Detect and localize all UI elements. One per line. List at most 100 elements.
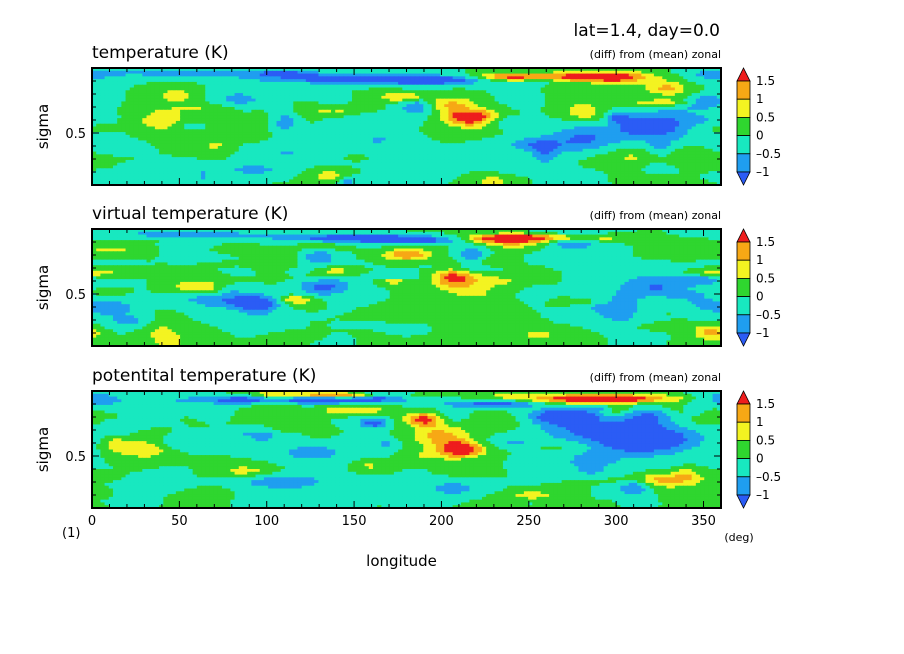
heatmap-cell — [431, 84, 437, 89]
heatmap-cell — [624, 126, 630, 130]
heatmap-cell — [175, 118, 181, 122]
heatmap-cell — [221, 118, 227, 122]
heatmap-cell — [385, 140, 391, 144]
heatmap-cell — [435, 98, 441, 103]
heatmap-cell — [435, 157, 441, 161]
heatmap-cell — [465, 104, 470, 108]
heatmap-cell — [205, 134, 211, 139]
heatmap-cell — [154, 87, 160, 91]
heatmap-cell — [502, 140, 508, 144]
heatmap-cell — [565, 87, 571, 91]
heatmap-cell — [586, 140, 592, 144]
heatmap-cell — [582, 101, 588, 105]
heatmap-cell — [578, 84, 584, 89]
heatmap-cell — [440, 84, 445, 89]
heatmap-cell — [540, 68, 546, 72]
heatmap-cell — [444, 98, 450, 103]
heatmap-cell — [238, 151, 244, 155]
heatmap-cell — [704, 118, 710, 122]
heatmap-cell — [624, 70, 630, 75]
heatmap-cell — [318, 101, 324, 105]
heatmap-cell — [658, 140, 663, 144]
heatmap-cell — [708, 157, 714, 161]
heatmap-cell — [184, 90, 190, 94]
heatmap-cell — [712, 146, 718, 150]
heatmap-cell — [599, 143, 605, 147]
heatmap-cell — [674, 151, 680, 155]
heatmap-cell — [553, 123, 559, 128]
heatmap-cell — [406, 98, 412, 103]
heatmap-cell — [444, 157, 450, 161]
heatmap-cell — [561, 140, 567, 144]
heatmap-cell — [595, 104, 600, 108]
heatmap-cell — [263, 154, 269, 158]
heatmap-cell — [674, 137, 680, 142]
heatmap-cell — [565, 137, 571, 142]
heatmap-cell — [498, 68, 504, 72]
heatmap-cell — [465, 79, 470, 83]
heatmap-cell — [356, 143, 361, 147]
heatmap-cell — [691, 148, 697, 153]
heatmap-cell — [570, 81, 575, 86]
heatmap-cell — [507, 115, 512, 119]
heatmap-cell — [356, 126, 361, 130]
heatmap-cell — [251, 123, 257, 128]
heatmap-cell — [691, 132, 697, 136]
heatmap-cell — [129, 151, 135, 155]
heatmap-cell — [163, 123, 169, 128]
heatmap-cell — [679, 129, 684, 133]
heatmap-cell — [154, 107, 160, 111]
heatmap-cell — [272, 115, 278, 119]
heatmap-cell — [662, 148, 668, 153]
heatmap-cell — [331, 123, 336, 128]
heatmap-cell — [565, 151, 571, 155]
heatmap-cell — [528, 95, 533, 100]
heatmap-cell — [255, 104, 261, 108]
heatmap-cell — [716, 146, 722, 150]
heatmap-cell — [591, 154, 596, 158]
heatmap-cell — [188, 109, 194, 114]
heatmap-cell — [498, 93, 504, 97]
heatmap-cell — [700, 115, 705, 119]
heatmap-cell — [683, 76, 689, 80]
heatmap-cell — [700, 157, 705, 161]
heatmap-cell — [398, 79, 403, 83]
heatmap-cell — [364, 154, 370, 158]
heatmap-cell — [129, 129, 135, 133]
heatmap-cell — [234, 101, 240, 105]
heatmap-cell — [649, 109, 655, 114]
heatmap-cell — [192, 76, 198, 80]
heatmap-cell — [502, 95, 508, 100]
heatmap-cell — [247, 79, 252, 83]
heatmap-cell — [96, 157, 101, 161]
heatmap-cell — [431, 126, 437, 130]
heatmap-cell — [339, 87, 345, 91]
heatmap-cell — [632, 115, 638, 119]
heatmap-cell — [704, 146, 710, 150]
heatmap-cell — [364, 104, 370, 108]
heatmap-cell — [549, 109, 554, 114]
heatmap-cell — [377, 98, 382, 103]
heatmap-cell — [276, 146, 282, 150]
heatmap-cell — [322, 70, 328, 75]
heatmap-cell — [297, 157, 303, 161]
heatmap-cell — [691, 73, 697, 77]
heatmap-cell — [117, 115, 122, 119]
heatmap-cell — [129, 84, 135, 89]
heatmap-cell — [582, 154, 588, 158]
heatmap-cell — [201, 81, 206, 86]
heatmap-cell — [326, 68, 332, 72]
heatmap-cell — [146, 68, 152, 72]
heatmap-cell — [565, 129, 571, 133]
heatmap-cell — [305, 137, 311, 142]
heatmap-cell — [331, 107, 336, 111]
heatmap-cell — [649, 137, 655, 142]
heatmap-cell — [180, 84, 185, 89]
heatmap-cell — [607, 73, 613, 77]
heatmap-cell — [561, 95, 567, 100]
heatmap-cell — [117, 146, 122, 150]
heatmap-cell — [662, 123, 668, 128]
heatmap-cell — [700, 137, 705, 142]
heatmap-cell — [423, 84, 429, 89]
heatmap-cell — [125, 126, 131, 130]
